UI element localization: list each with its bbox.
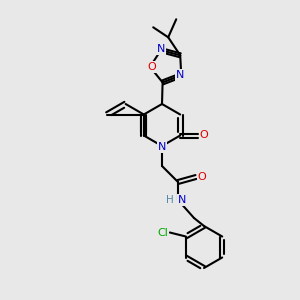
- Text: N: N: [176, 70, 184, 80]
- Text: N: N: [178, 195, 186, 205]
- Text: H: H: [166, 195, 174, 205]
- Text: N: N: [158, 142, 166, 152]
- Text: Cl: Cl: [158, 227, 168, 238]
- Text: O: O: [198, 172, 206, 182]
- Text: O: O: [148, 62, 156, 72]
- Text: O: O: [200, 130, 208, 140]
- Text: N: N: [157, 44, 165, 54]
